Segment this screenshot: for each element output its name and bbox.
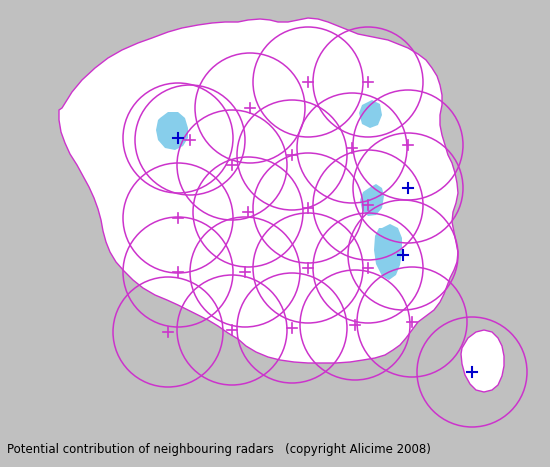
Text: Potential contribution of neighbouring radars   (copyright Alicime 2008): Potential contribution of neighbouring r… [7,443,431,456]
Polygon shape [59,18,458,363]
Polygon shape [461,330,504,392]
Polygon shape [374,224,402,280]
Polygon shape [156,112,188,150]
Polygon shape [359,100,382,128]
Polygon shape [360,184,384,216]
